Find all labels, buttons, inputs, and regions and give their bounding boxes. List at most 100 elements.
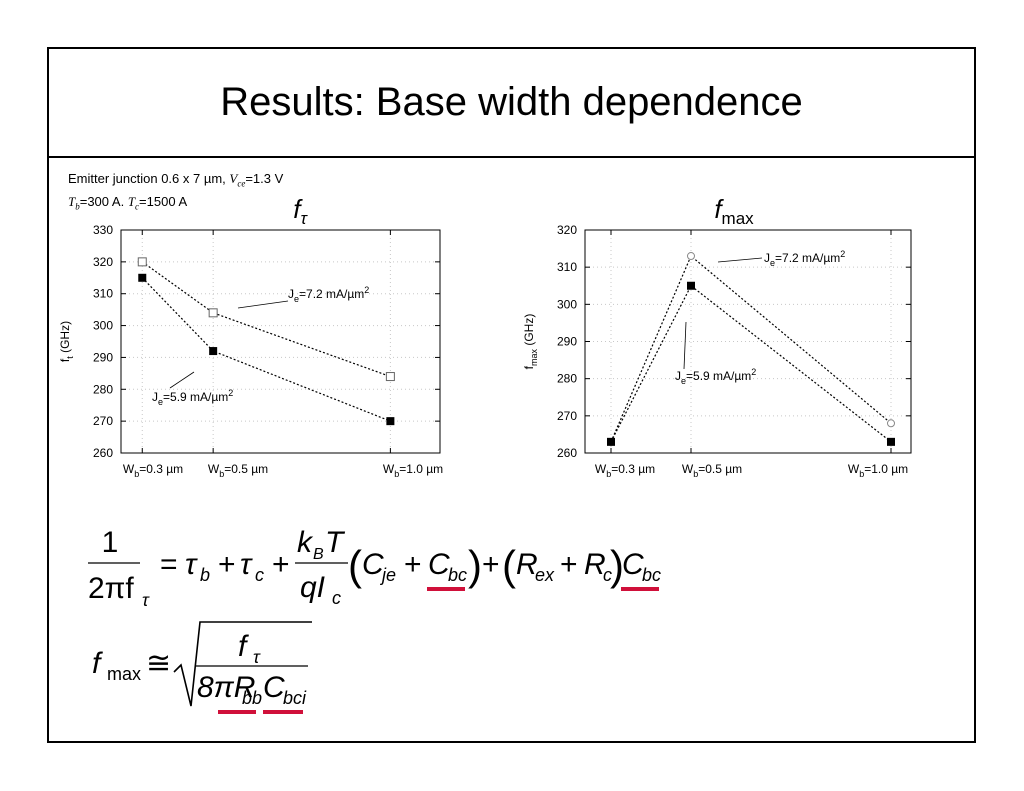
caption-var-tb-sub: b [75, 201, 80, 212]
x-tick-label: Wb=0.5 µm [208, 462, 268, 479]
data-point [887, 437, 895, 446]
chart-title: fτ [293, 194, 308, 228]
chart-ftau: 260 270 280 290 300 310 320 330 Wb=0.3 µm Wb=0.5 … [58, 194, 443, 479]
caption-line-1: Emitter junction 0.6 x 7 µm, Vce=1.3 V [68, 170, 283, 193]
eq1-underline-c-bc-2 [621, 587, 659, 591]
eq1-lhs-numerator: 1 [102, 526, 119, 559]
annotation-leader [683, 321, 687, 370]
eq2-num-f: f [238, 630, 249, 663]
y-tick-label: 300 [557, 297, 577, 311]
eq1-plus-4: + [482, 548, 500, 581]
data-point [209, 347, 218, 356]
data-point [607, 437, 615, 446]
eq1-paren-close-2: ) [610, 542, 624, 589]
series-annotation: Je=5.9 mA/µm2 [675, 367, 756, 386]
annotation-leader [237, 300, 289, 309]
eq1-frac-den-sub: c [332, 588, 341, 608]
eq1-r-c-sub: c [603, 565, 612, 585]
caption-var-tc: T [127, 193, 136, 209]
y-tick-label: 300 [93, 319, 113, 333]
eq1-paren-close-1: ) [468, 542, 482, 589]
caption-value-v: =1.3 V [245, 171, 284, 186]
data-point [385, 372, 395, 382]
y-tick-label: 320 [557, 223, 577, 237]
data-point [687, 252, 695, 261]
series-line-1 [610, 284, 892, 443]
eq1-tau-c-sub: c [255, 565, 264, 585]
eq1-equals: = [160, 548, 178, 581]
caption-var-tc-sub: c [135, 201, 140, 212]
eq1-tau-b-sub: b [200, 565, 210, 585]
eq1-r-ex-sub: ex [535, 565, 555, 585]
eq1-tau-c: τ [240, 548, 253, 581]
eq2-num-sub: τ [253, 647, 261, 667]
data-point [887, 419, 895, 428]
eq1-frac-den: qI [300, 571, 325, 604]
slide-frame: Results: Base width dependence Emitter j… [47, 47, 976, 743]
eq1-c-je: C [362, 548, 384, 581]
y-tick-label: 280 [93, 382, 113, 396]
caption-var-v-sub: ce [237, 178, 246, 189]
x-tick-label: Wb=1.0 µm [383, 462, 443, 479]
eq1-plus-2: + [272, 548, 290, 581]
y-axis-label: ft (GHz) [58, 321, 75, 362]
series-line-0 [610, 255, 892, 443]
eq2-f-sub: max [107, 664, 141, 684]
eq1-frac-num-t: T [325, 526, 346, 559]
x-tick-label: Wb=0.3 µm [123, 462, 183, 479]
caption-var-tb: T [68, 193, 76, 209]
caption-text: Emitter junction 0.6 x 7 µm, [68, 171, 230, 186]
eq1-plus-5: + [560, 548, 578, 581]
y-tick-label: 270 [557, 409, 577, 423]
series-annotation: Je=7.2 mA/µm2 [288, 285, 369, 304]
eq2-sqrt-sign [173, 621, 312, 707]
caption-line-2: Tb=300 A. Tc=1500 A [68, 193, 283, 216]
chart-title: fmax [714, 194, 754, 228]
eq1-plus-1: + [218, 548, 236, 581]
conditions-caption: Emitter junction 0.6 x 7 µm, Vce=1.3 V T… [68, 170, 283, 215]
eq1-tau-b: τ [185, 548, 198, 581]
eq2-den-prefix: 8πR [197, 671, 255, 704]
plot-frame [120, 229, 441, 454]
caption-value-tb: =300 A. [79, 193, 128, 209]
y-tick-label: 260 [93, 446, 113, 460]
eq2-den-c-sub: bci [283, 688, 307, 708]
x-tick-label: Wb=0.3 µm [595, 462, 655, 479]
title-bar: Results: Base width dependence [49, 49, 974, 158]
eq1-r-c: R [584, 548, 606, 581]
eq1-lhs-denominator: 2πf [88, 572, 134, 605]
y-tick-label: 290 [557, 335, 577, 349]
y-tick-label: 310 [93, 287, 113, 301]
slide-title: Results: Base width dependence [220, 80, 803, 124]
annotation-leader [717, 257, 763, 263]
annotation-leader [169, 371, 195, 389]
eq1-c-bc-2-sub: bc [642, 565, 661, 585]
data-point [208, 308, 218, 318]
eq2-underline-c-bci [263, 710, 303, 714]
x-tick-label: Wb=0.5 µm [682, 462, 742, 479]
eq1-c-bc-1: C [428, 548, 450, 581]
data-point [386, 417, 395, 426]
data-point [687, 281, 695, 290]
chart-fmax: 260 270 280 290 300 310 320 Wb=0.3 µm Wb=0.5 µm W… [522, 194, 912, 479]
eq1-c-bc-1-sub: bc [448, 565, 467, 585]
y-tick-label: 270 [93, 414, 113, 428]
eq1-underline-c-bc-1 [427, 587, 465, 591]
eq1-c-je-sub: je [379, 565, 396, 585]
eq2-den-r-sub: bb [242, 688, 262, 708]
eq2-approx: ≅ [146, 647, 171, 680]
y-tick-label: 320 [93, 255, 113, 269]
y-tick-label: 310 [557, 260, 577, 274]
eq2-f: f [92, 647, 103, 680]
caption-var-v: V [229, 171, 238, 186]
eq1-frac-num-sub: B [313, 546, 324, 563]
y-tick-label: 260 [557, 446, 577, 460]
eq1-plus-3: + [404, 548, 422, 581]
series-annotation: Je=7.2 mA/µm2 [764, 249, 845, 268]
data-point [138, 273, 147, 282]
eq1-r-ex: R [516, 548, 538, 581]
eq1-lhs-den-sub: τ [142, 590, 150, 610]
eq2-den-c: C [263, 671, 285, 704]
x-tick-label: Wb=1.0 µm [848, 462, 908, 479]
